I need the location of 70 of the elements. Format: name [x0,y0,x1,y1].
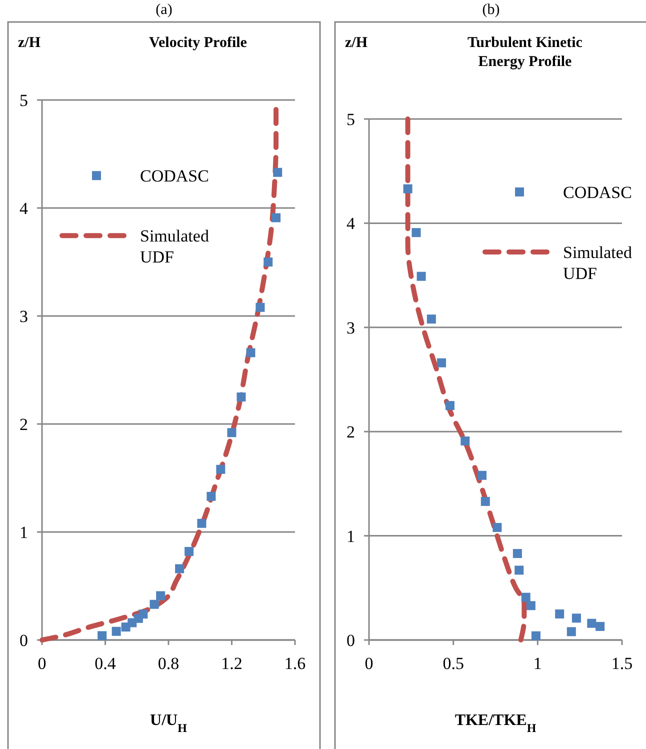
legend-label: Simulated UDF [563,242,632,283]
x-tick-label: 1.2 [221,654,242,673]
point [426,314,436,324]
point [197,518,206,528]
point [412,228,421,238]
point [531,631,540,640]
point [445,401,454,410]
point [566,627,576,636]
point [206,492,216,501]
point [526,601,536,610]
point [492,522,502,532]
x-tick-label: 0 [364,654,374,673]
point [175,564,184,574]
chart-title: Turbulent Kinetic Energy Profile [468,35,583,70]
y-tick-label: 5 [346,110,355,129]
point [437,358,446,368]
y-tick-label: 2 [20,415,28,434]
y-tick-label: 1 [346,526,355,546]
point [572,614,581,623]
x-tick-label: 1.5 [611,654,633,673]
point [512,549,522,558]
point [587,618,596,628]
x-tick-label: 1 [533,654,542,673]
text: (b) [482,2,500,18]
point [403,184,412,194]
legend-label: CODASC [563,182,632,202]
y-axis-title: z/H [18,35,41,51]
point [227,428,236,438]
point [156,591,166,600]
point [555,609,564,618]
point [272,213,281,222]
point [596,622,605,631]
point [264,258,273,266]
x-tick-label: 0.5 [442,654,464,673]
y-tick-label: 5 [20,91,28,110]
text: (a) [156,2,172,18]
point [460,436,470,446]
point [98,631,107,640]
point [236,392,246,402]
point [112,626,121,636]
x-tick-label: 0 [38,654,46,673]
point [514,566,524,575]
y-tick-label: 3 [20,307,28,326]
x-axis-title: U/U$_{H}$ [150,712,188,735]
point [184,546,194,556]
point [256,302,265,312]
y-tick-label: 1 [20,523,28,542]
point [416,272,426,281]
x-tick-label: 0.8 [158,654,180,673]
point [273,168,282,177]
point [246,348,256,358]
x-axis-title: TKE/TKE$_{H}$ [454,712,537,735]
y-tick-label: 3 [346,318,355,338]
point [150,600,159,609]
point [480,496,490,506]
y-tick-label: 4 [20,199,28,218]
x-tick-label: 0.4 [94,654,116,673]
point [138,610,148,619]
chart-title: Velocity Profile [149,35,248,51]
point [216,464,226,474]
y-tick-label: 0 [346,631,355,650]
point [521,592,530,602]
y-axis-title: z/H [345,35,368,51]
y-tick-label: 0 [20,631,28,650]
y-tick-label: 4 [346,214,356,234]
y-tick-label: 2 [346,422,355,442]
legend-label: Simulated UDF [140,226,210,267]
legend-label: CODASC [140,166,209,186]
point [478,470,487,480]
x-tick-label: 1.6 [284,654,306,673]
